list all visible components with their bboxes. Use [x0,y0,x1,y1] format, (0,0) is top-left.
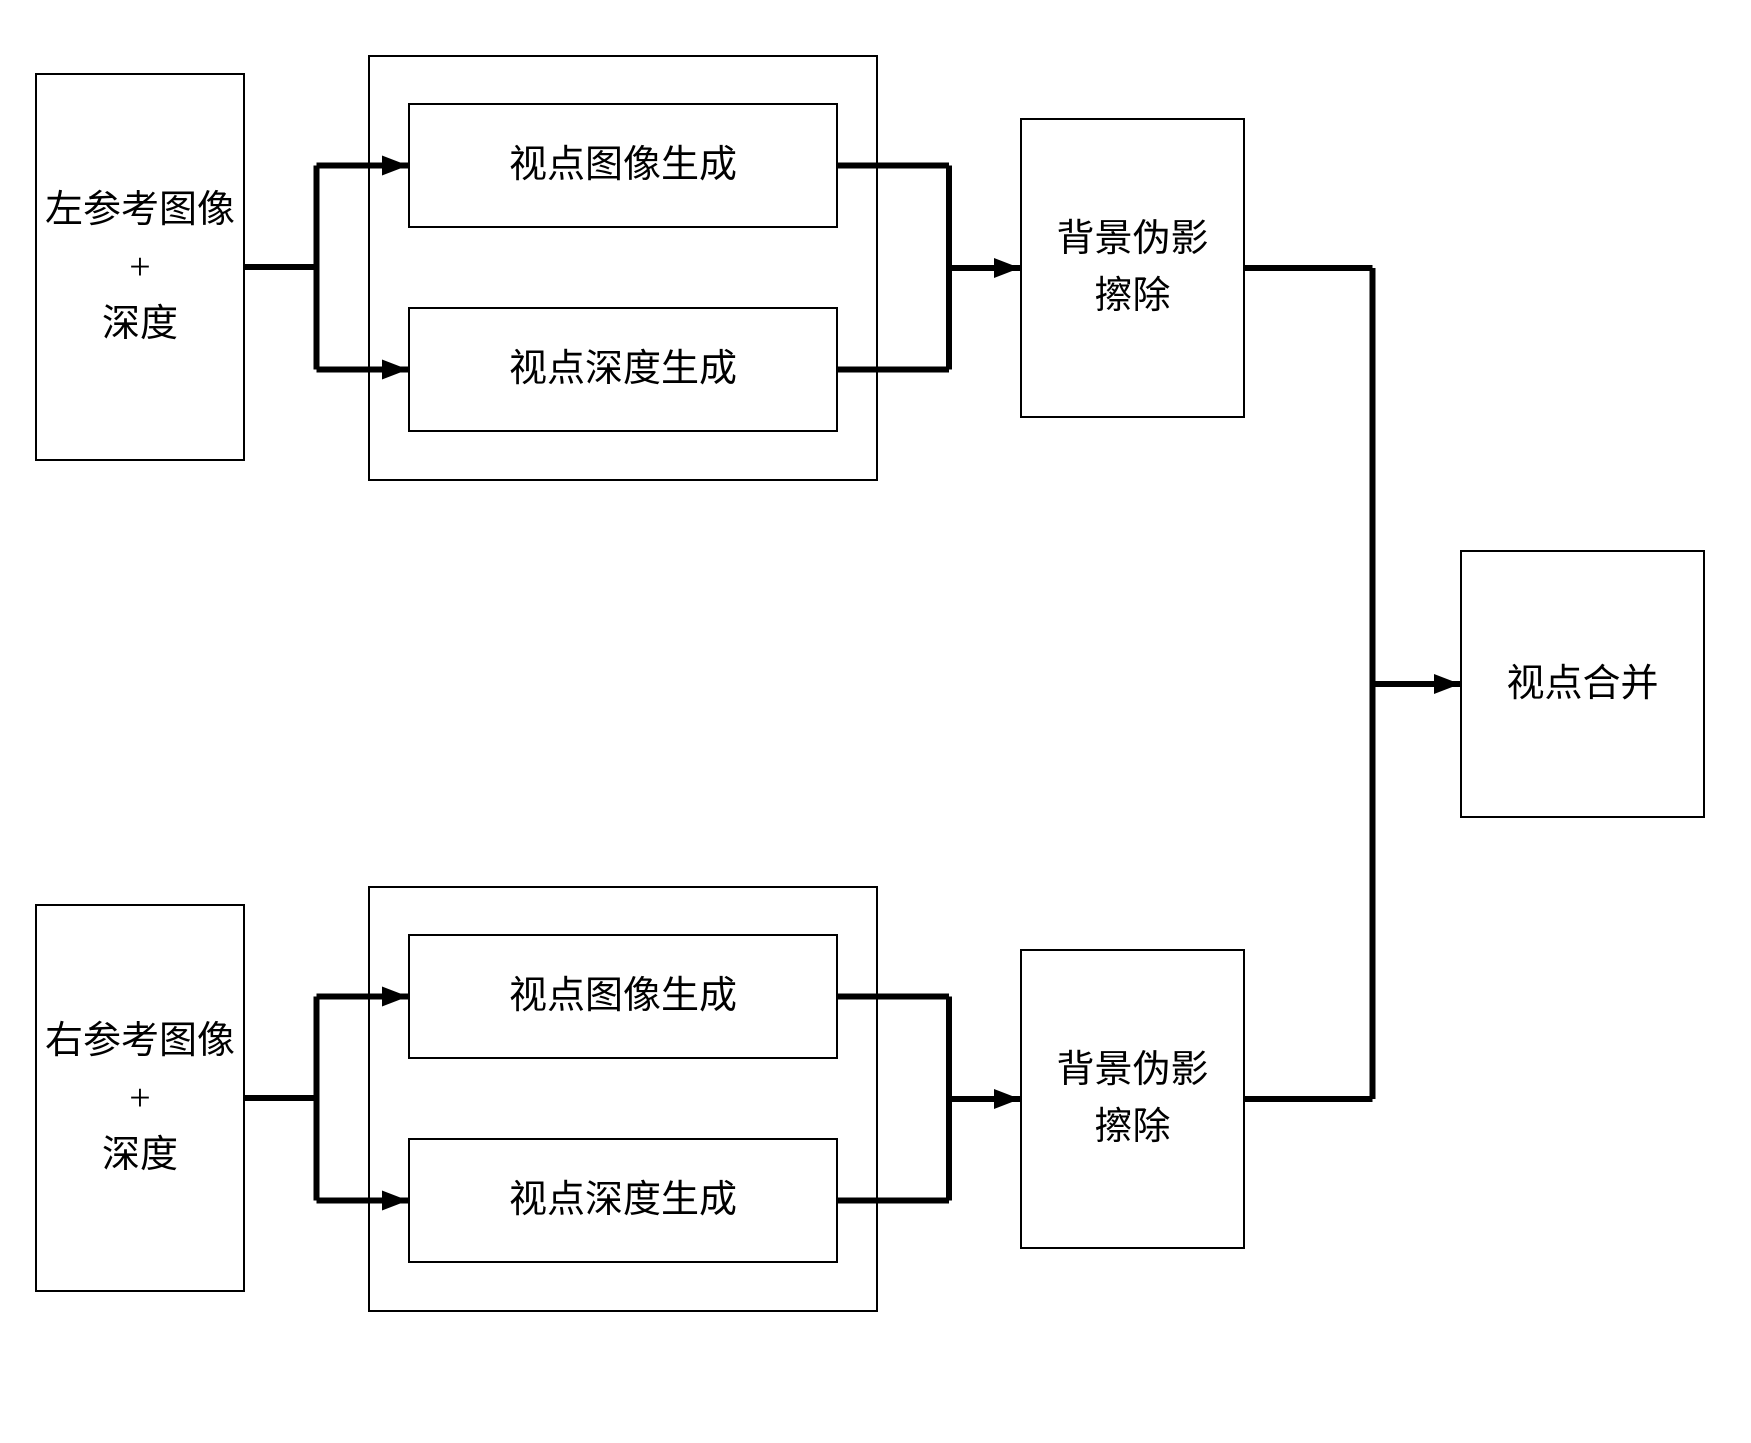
right-reference-input-box: 右参考图像 + 深度 [35,904,245,1292]
left-input-line1: 左参考图像 [45,189,235,231]
bot-artifact-line2: 擦除 [1094,1106,1170,1148]
merge-label: 视点合并 [1506,656,1658,713]
flowchart-canvas: 左参考图像 + 深度 右参考图像 + 深度 视点图像生成 视点深度生成 视点图像… [0,0,1751,1443]
bot-dep-gen-label: 视点深度生成 [509,1172,737,1229]
bottom-background-artifact-box: 背景伪影 擦除 [1020,949,1245,1249]
bottom-viewpoint-image-gen-box: 视点图像生成 [408,934,838,1059]
bottom-viewpoint-depth-gen-box: 视点深度生成 [408,1138,838,1263]
top-artifact-line2: 擦除 [1094,275,1170,317]
top-img-gen-label: 视点图像生成 [509,137,737,194]
right-input-line2: + [129,1077,150,1119]
top-artifact-line1: 背景伪影 [1056,218,1208,260]
left-reference-input-box: 左参考图像 + 深度 [35,73,245,461]
bot-img-gen-label: 视点图像生成 [509,968,737,1025]
top-viewpoint-image-gen-box: 视点图像生成 [408,103,838,228]
top-dep-gen-label: 视点深度生成 [509,341,737,398]
viewpoint-merge-box: 视点合并 [1460,550,1705,818]
bot-artifact-line1: 背景伪影 [1056,1049,1208,1091]
right-input-line1: 右参考图像 [45,1020,235,1062]
right-input-line3: 深度 [102,1134,178,1176]
top-viewpoint-depth-gen-box: 视点深度生成 [408,307,838,432]
left-input-line3: 深度 [102,303,178,345]
left-input-line2: + [129,246,150,288]
top-background-artifact-box: 背景伪影 擦除 [1020,118,1245,418]
